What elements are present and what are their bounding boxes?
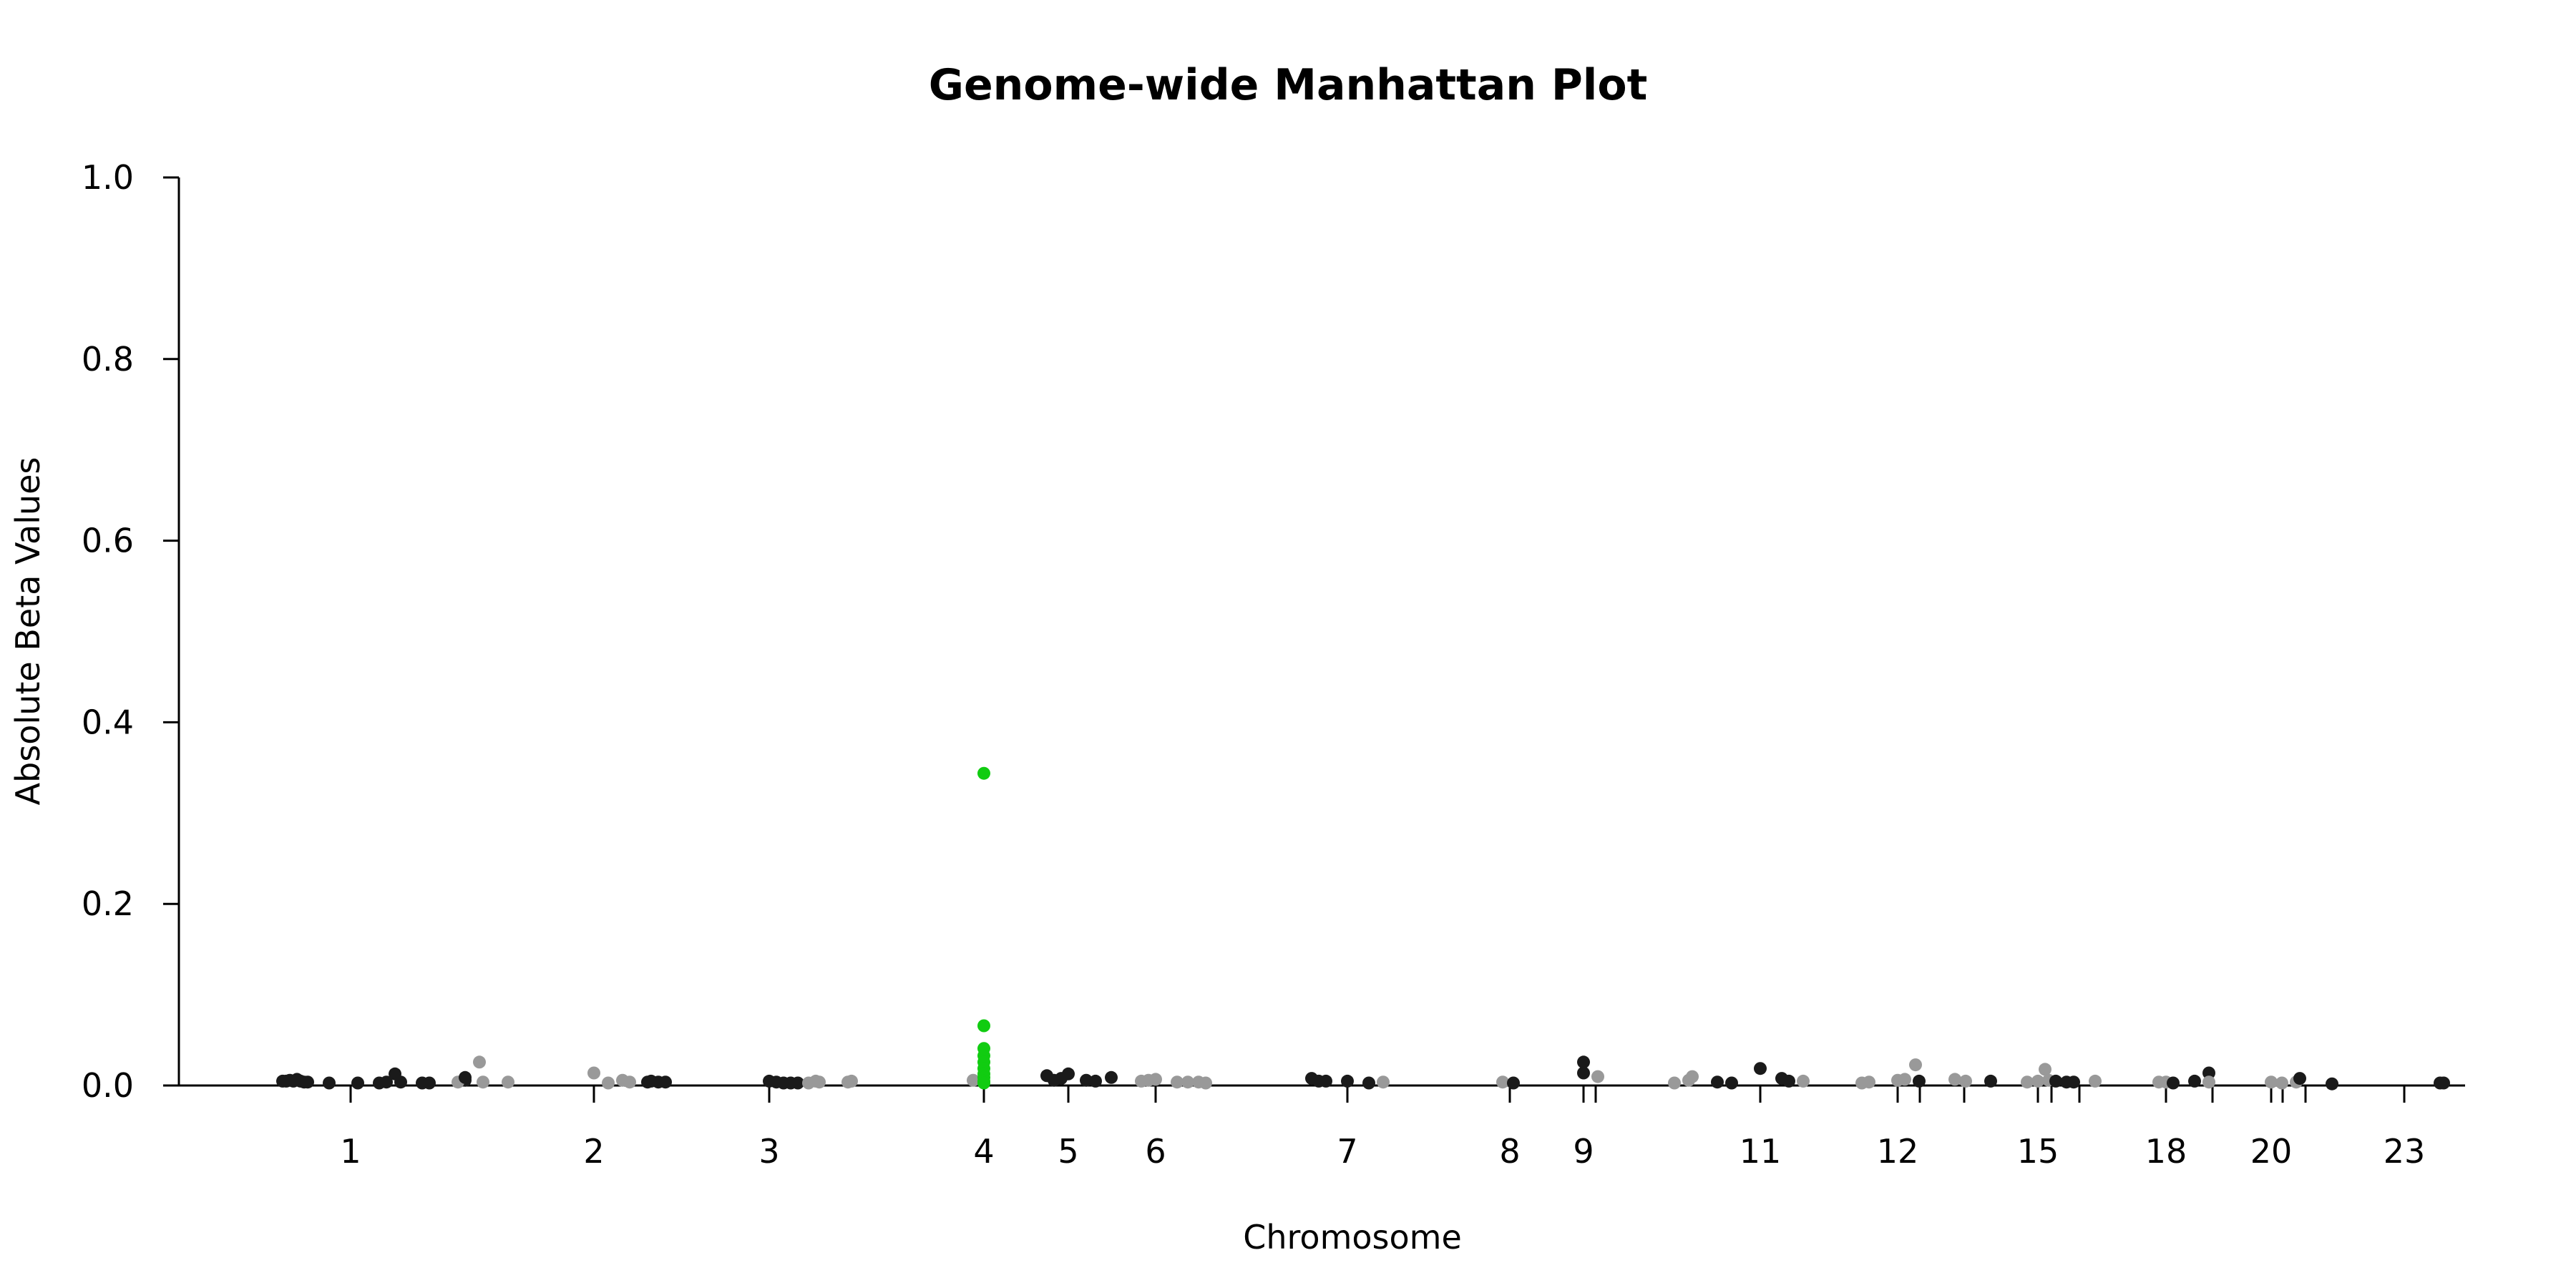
- data-point: [1898, 1073, 1911, 1086]
- data-points: [276, 766, 2450, 1091]
- data-point: [587, 1066, 600, 1080]
- y-axis-label: Absolute Beta Values: [9, 457, 47, 806]
- data-point: [623, 1075, 636, 1089]
- data-point: [1062, 1067, 1075, 1080]
- data-point: [2293, 1072, 2306, 1085]
- data-point: [1362, 1076, 1375, 1090]
- data-point: [1341, 1074, 1354, 1088]
- data-point: [2039, 1063, 2051, 1076]
- data-point: [1711, 1075, 1724, 1089]
- x-tick-label: 8: [1499, 1132, 1520, 1171]
- data-point: [1171, 1075, 1184, 1089]
- data-point: [1319, 1074, 1332, 1088]
- data-point: [1725, 1076, 1738, 1090]
- data-point: [1754, 1062, 1767, 1075]
- data-point: [2031, 1074, 2044, 1088]
- data-point: [2326, 1077, 2338, 1091]
- x-tick-label: 4: [973, 1132, 994, 1171]
- data-point: [351, 1076, 364, 1090]
- y-ticks: 0.0 0.2 0.4 0.6 0.8 1.0: [82, 158, 179, 1105]
- y-tick-label: 0.4: [82, 703, 134, 741]
- chart-title: Genome-wide Manhattan Plot: [928, 60, 1648, 110]
- data-point: [967, 1073, 980, 1087]
- x-tick-label: 5: [1058, 1132, 1078, 1171]
- data-point: [1913, 1074, 1926, 1088]
- data-point: [2437, 1076, 2450, 1090]
- y-tick-label: 0.8: [82, 340, 134, 379]
- significant-point: [977, 1019, 990, 1033]
- data-point: [1797, 1074, 1810, 1088]
- x-tick-label: 15: [2017, 1132, 2059, 1171]
- x-tick-label: 6: [1145, 1132, 1166, 1171]
- data-point: [2202, 1066, 2215, 1080]
- data-point: [1181, 1075, 1194, 1089]
- x-tick-label: 7: [1337, 1132, 1357, 1171]
- data-point: [459, 1070, 472, 1084]
- data-point: [2089, 1074, 2102, 1088]
- data-point: [2049, 1074, 2062, 1088]
- data-point: [502, 1075, 514, 1089]
- data-point: [473, 1055, 486, 1069]
- data-point: [323, 1076, 336, 1090]
- data-point: [380, 1075, 393, 1089]
- x-tick-label: 11: [1740, 1132, 1782, 1171]
- data-point: [2265, 1075, 2278, 1089]
- data-point: [1668, 1076, 1681, 1090]
- x-tick-label: 9: [1573, 1132, 1594, 1171]
- data-point: [1984, 1074, 1997, 1088]
- significant-point: [977, 766, 990, 780]
- data-point: [1577, 1066, 1590, 1080]
- data-point: [2021, 1075, 2034, 1089]
- data-point: [2167, 1076, 2180, 1090]
- data-point: [813, 1075, 826, 1089]
- x-tick-label: 1: [340, 1132, 361, 1171]
- y-tick-label: 0.0: [82, 1066, 134, 1105]
- data-point: [1080, 1073, 1093, 1087]
- x-tick-label: 18: [2145, 1132, 2187, 1171]
- x-tick-label: 23: [2384, 1132, 2426, 1171]
- significant-point: [977, 1076, 990, 1090]
- data-point: [1686, 1070, 1699, 1083]
- data-point: [602, 1076, 615, 1090]
- y-tick-label: 1.0: [82, 158, 134, 197]
- data-point: [394, 1075, 407, 1089]
- data-point: [1105, 1070, 1118, 1084]
- data-point: [1959, 1074, 1972, 1088]
- data-point: [423, 1076, 436, 1090]
- data-point: [1863, 1075, 1875, 1089]
- data-point: [477, 1075, 489, 1089]
- data-point: [1782, 1074, 1795, 1088]
- x-tick-label: 3: [758, 1132, 779, 1171]
- data-point: [2202, 1075, 2215, 1089]
- data-point: [2275, 1076, 2288, 1090]
- x-ticks: 1 2 3 4 5 6 7 8 9 11 12 15 18 20 23: [340, 1085, 2425, 1171]
- data-point: [1507, 1076, 1520, 1090]
- data-point: [1577, 1055, 1590, 1069]
- y-tick-label: 0.6: [82, 522, 134, 560]
- x-tick-label: 20: [2250, 1132, 2293, 1171]
- x-tick-label: 12: [1877, 1132, 1919, 1171]
- data-point: [791, 1076, 804, 1090]
- data-point: [1909, 1058, 1922, 1072]
- data-point: [1948, 1073, 1961, 1086]
- data-point: [1496, 1075, 1509, 1089]
- x-tick-label: 2: [583, 1132, 604, 1171]
- x-axis-label: Chromosome: [1243, 1218, 1462, 1257]
- data-point: [2067, 1075, 2080, 1089]
- data-point: [1199, 1076, 1212, 1090]
- data-point: [1591, 1070, 1604, 1083]
- data-point: [1149, 1073, 1162, 1086]
- data-point: [845, 1074, 858, 1088]
- data-point: [1089, 1074, 1102, 1088]
- data-point: [2188, 1074, 2201, 1088]
- y-tick-label: 0.2: [82, 884, 134, 923]
- data-point: [659, 1075, 672, 1089]
- data-point: [1377, 1075, 1390, 1089]
- data-point: [301, 1075, 314, 1089]
